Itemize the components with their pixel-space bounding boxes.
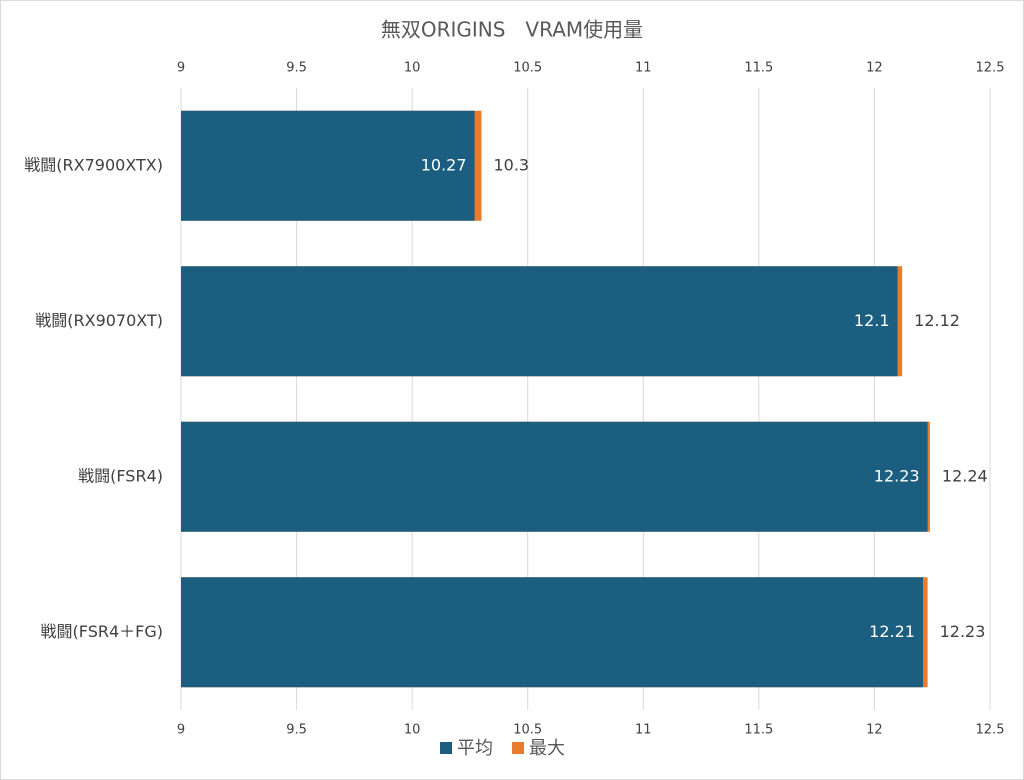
x-tick-label: 9.5 bbox=[286, 61, 307, 76]
y-tick-label: 戦闘(RX9070XT) bbox=[35, 311, 163, 330]
bar bbox=[181, 577, 923, 688]
bar bbox=[181, 421, 928, 532]
x-tick-label: 10.5 bbox=[513, 61, 542, 76]
x-tick-label: 9 bbox=[177, 61, 185, 76]
x-tick-label: 9.5 bbox=[286, 723, 307, 738]
bar bbox=[181, 266, 898, 377]
x-tick-label: 11.5 bbox=[744, 723, 773, 738]
x-tick-label: 10.5 bbox=[513, 723, 542, 738]
data-label: 10.3 bbox=[493, 155, 529, 174]
legend-swatch bbox=[440, 742, 452, 754]
data-label: 12.12 bbox=[914, 311, 960, 330]
y-tick-label: 戦闘(RX7900XTX) bbox=[24, 155, 163, 174]
legend-label: 最大 bbox=[529, 738, 565, 759]
data-label: 12.24 bbox=[942, 466, 988, 485]
data-label: 12.23 bbox=[940, 622, 986, 641]
x-tick-label: 12.5 bbox=[976, 723, 1005, 738]
chart-title: 無双ORIGINS VRAM使用量 bbox=[381, 18, 643, 42]
y-tick-label: 戦闘(FSR4) bbox=[78, 466, 163, 485]
x-tick-label: 10 bbox=[404, 61, 421, 76]
x-tick-label: 9 bbox=[177, 723, 185, 738]
x-tick-label: 11.5 bbox=[744, 61, 773, 76]
data-label: 12.21 bbox=[869, 622, 915, 641]
data-label: 12.23 bbox=[874, 466, 920, 485]
x-tick-label: 11 bbox=[635, 723, 652, 738]
bar bbox=[181, 110, 475, 221]
legend-label: 平均 bbox=[457, 738, 493, 759]
x-tick-label: 12.5 bbox=[976, 61, 1005, 76]
x-tick-label: 10 bbox=[404, 723, 421, 738]
x-tick-label: 12 bbox=[866, 61, 883, 76]
legend-swatch bbox=[512, 742, 524, 754]
y-tick-label: 戦闘(FSR4＋FG) bbox=[41, 622, 163, 641]
data-label: 10.27 bbox=[421, 155, 467, 174]
data-label: 12.1 bbox=[854, 311, 890, 330]
x-tick-label: 11 bbox=[635, 61, 652, 76]
x-tick-label: 12 bbox=[866, 723, 883, 738]
